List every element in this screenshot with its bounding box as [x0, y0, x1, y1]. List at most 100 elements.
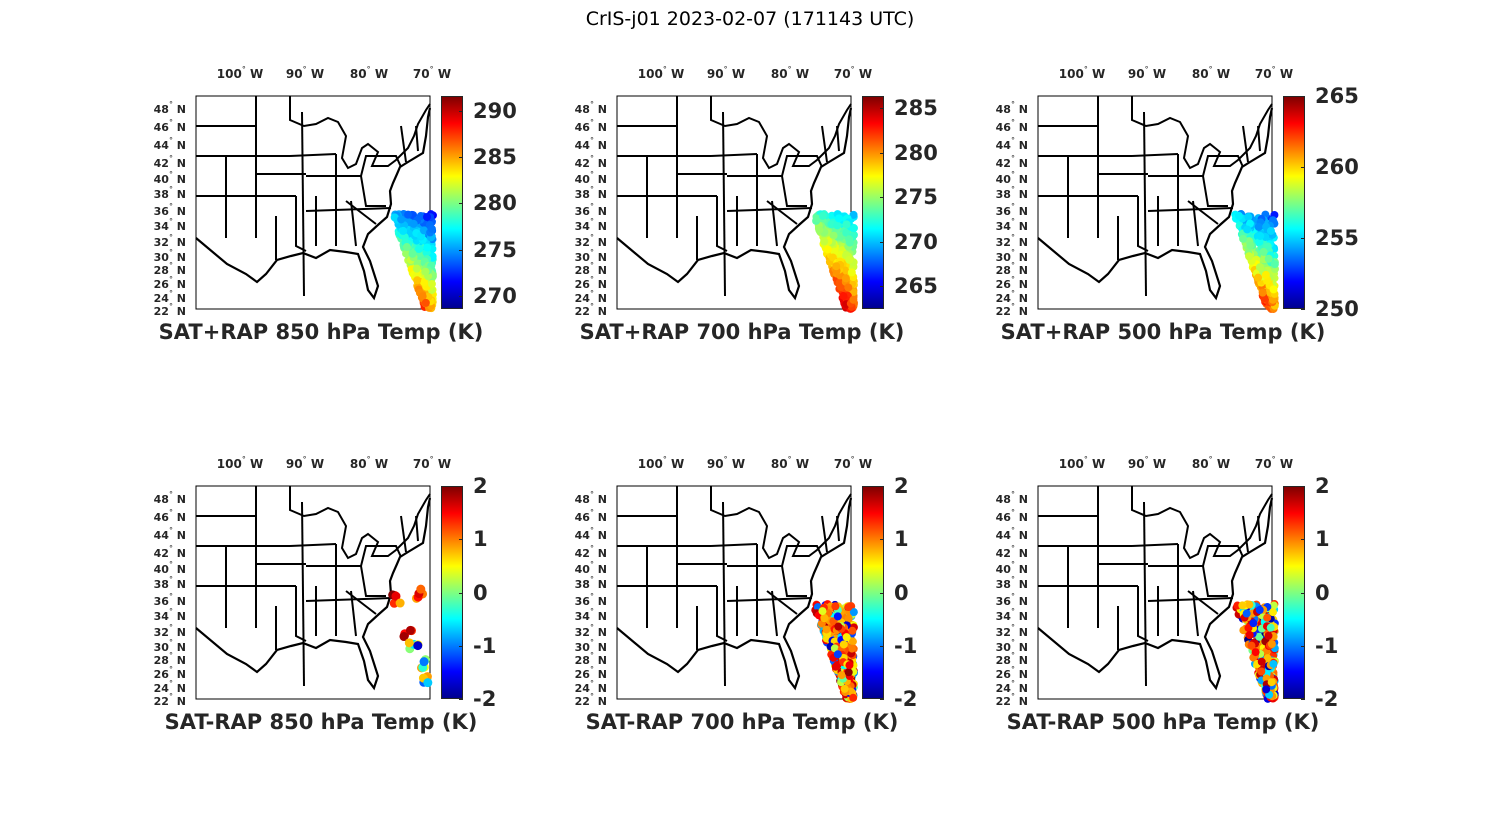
state-border	[1131, 543, 1179, 547]
lat-tick-label: 40° N	[995, 560, 1028, 576]
lon-tick-label: 90° W	[706, 455, 746, 471]
lat-tick-label: 48° N	[995, 100, 1028, 116]
swath-point	[416, 584, 426, 594]
lat-tick-label: 24° N	[574, 289, 607, 305]
swath-point	[848, 626, 857, 635]
lat-tick-label: 38° N	[153, 575, 186, 591]
map-panel: 100° W 90° W 80° W 70° W 48° N 46° N 44° N 42° …	[146, 450, 566, 780]
state-border	[345, 200, 377, 225]
state-border	[306, 175, 386, 207]
coastline	[616, 497, 853, 691]
swath-point	[415, 244, 424, 253]
state-border	[360, 155, 371, 177]
lat-tick-label: 36° N	[153, 592, 186, 608]
map-axes	[1037, 95, 1279, 313]
lon-tick-label: 70° W	[412, 455, 452, 471]
lon-tick-label: 90° W	[1127, 455, 1167, 471]
colorbar-tick-mark	[1301, 167, 1305, 168]
state-border	[716, 586, 728, 642]
swath-point	[1255, 606, 1264, 615]
map-frame	[1037, 95, 1273, 310]
coastline	[195, 107, 432, 301]
state-border	[295, 586, 307, 642]
colorbar-tick-label: 265	[894, 273, 938, 298]
swath-point	[818, 211, 827, 220]
colorbar	[441, 96, 463, 309]
swath-point	[418, 292, 427, 301]
lat-tick-label: 46° N	[574, 508, 607, 524]
swath-point	[842, 228, 851, 237]
swath-point	[842, 220, 851, 229]
lon-tick-label: 90° W	[706, 65, 746, 81]
colorbar-tick-mark	[880, 285, 884, 287]
map-frame	[195, 95, 431, 310]
panel-title: SAT+RAP 700 hPa Temp (K)	[579, 320, 905, 344]
panel-title: SAT-RAP 700 hPa Temp (K)	[585, 710, 899, 734]
swath-point	[823, 245, 832, 254]
colorbar-tick-label: 280	[473, 191, 517, 216]
lat-tick-label: 44° N	[153, 526, 186, 542]
lon-tick-label: 100° W	[1058, 455, 1106, 471]
coastline	[195, 497, 432, 691]
swath-point	[847, 644, 856, 653]
swath-point	[847, 268, 856, 277]
colorbar-tick-label: 0	[894, 580, 909, 605]
swath-point	[1234, 211, 1243, 220]
state-border	[1202, 155, 1213, 177]
colorbar-tick-mark	[1301, 96, 1305, 97]
swath-point	[402, 243, 411, 252]
colorbar-tick-label: -1	[1315, 633, 1339, 658]
lat-tick-label: 48° N	[153, 100, 186, 116]
swath-point	[399, 632, 409, 642]
colorbar-tick-label: 260	[1315, 155, 1359, 179]
lat-tick-label: 36° N	[574, 202, 607, 218]
lat-tick-label: 30° N	[153, 248, 186, 264]
swath-point	[839, 640, 848, 649]
swath-point	[1254, 222, 1263, 231]
lat-tick-label: 48° N	[153, 490, 186, 506]
state-border	[345, 590, 377, 615]
lat-tick-label: 22° N	[153, 302, 186, 318]
swath-point	[1243, 225, 1252, 234]
swath-point	[1244, 212, 1253, 221]
lat-tick-label: 36° N	[153, 202, 186, 218]
swath-point	[831, 602, 840, 611]
colorbar-tick-label: 285	[473, 145, 517, 170]
lat-tick-label: 46° N	[995, 508, 1028, 524]
swath-point	[1257, 657, 1266, 666]
swath-point	[1261, 270, 1270, 279]
swath-point	[842, 633, 851, 642]
colorbar-tick-label: 280	[894, 140, 938, 165]
colorbar-tick-mark	[880, 539, 884, 541]
lon-tick-label: 70° W	[833, 455, 873, 471]
swath-point	[399, 226, 408, 235]
colorbar-tick-label: 270	[894, 229, 938, 254]
lat-tick-label: 36° N	[574, 592, 607, 608]
swath-point	[1267, 678, 1276, 687]
swath-point	[1259, 247, 1268, 256]
lat-tick-label: 34° N	[574, 607, 607, 623]
state-border	[1187, 200, 1219, 225]
colorbar-tick-label: 265	[1315, 84, 1359, 108]
swath-point	[427, 279, 436, 288]
swath-point	[1269, 601, 1278, 610]
lake-border	[710, 96, 852, 170]
lat-tick-label: 42° N	[995, 544, 1028, 560]
map-axes	[616, 95, 858, 313]
swath-point	[836, 283, 845, 292]
panel-title: SAT+RAP 850 hPa Temp (K)	[158, 320, 484, 344]
lat-tick-label: 42° N	[574, 154, 607, 170]
swath-point	[423, 243, 432, 252]
lake-border	[1131, 96, 1273, 170]
swath-point	[409, 219, 418, 228]
colorbar-tick-mark	[880, 486, 884, 487]
colorbar-tick-label: 285	[894, 96, 938, 121]
lat-tick-label: 38° N	[574, 185, 607, 201]
swath-point	[829, 231, 838, 240]
swath-point	[841, 274, 850, 283]
lon-tick-label: 80° W	[349, 455, 389, 471]
lat-tick-label: 28° N	[995, 651, 1028, 667]
lat-tick-label: 22° N	[153, 692, 186, 708]
swath-point	[1269, 659, 1278, 668]
state-border	[1137, 196, 1149, 252]
